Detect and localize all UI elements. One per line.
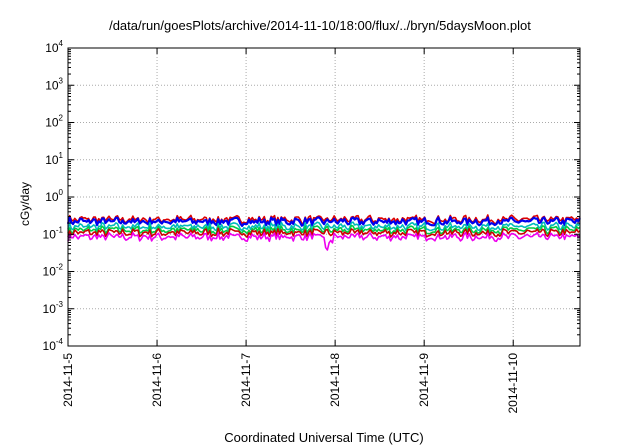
y-tick-label: 102 xyxy=(45,114,63,130)
y-tick-label: 103 xyxy=(45,76,63,92)
y-tick-label: 10-4 xyxy=(43,337,64,353)
x-axis-label: Coordinated Universal Time (UTC) xyxy=(224,430,424,445)
y-tick-label: 10-1 xyxy=(43,225,64,241)
x-tick-label: 2014-11-9 xyxy=(417,353,431,407)
series-line xyxy=(67,227,581,238)
y-tick-label: 10-3 xyxy=(43,300,64,316)
x-tick-label: 2014-11-7 xyxy=(239,353,253,407)
x-tick-label: 2014-11-5 xyxy=(61,353,75,407)
x-tick-label: 2014-11-10 xyxy=(506,353,520,414)
y-tick-label: 101 xyxy=(45,151,63,167)
y-tick-label: 10-2 xyxy=(43,263,64,279)
series-line xyxy=(67,231,581,251)
x-tick-label: 2014-11-6 xyxy=(150,353,164,407)
x-tick-label: 2014-11-8 xyxy=(328,353,342,407)
y-tick-label: 104 xyxy=(45,39,63,55)
y-tick-label: 100 xyxy=(45,188,63,204)
series-line xyxy=(67,221,581,232)
series-line xyxy=(66,216,581,227)
chart-title: /data/run/goesPlots/archive/2014-11-10/1… xyxy=(109,18,531,33)
